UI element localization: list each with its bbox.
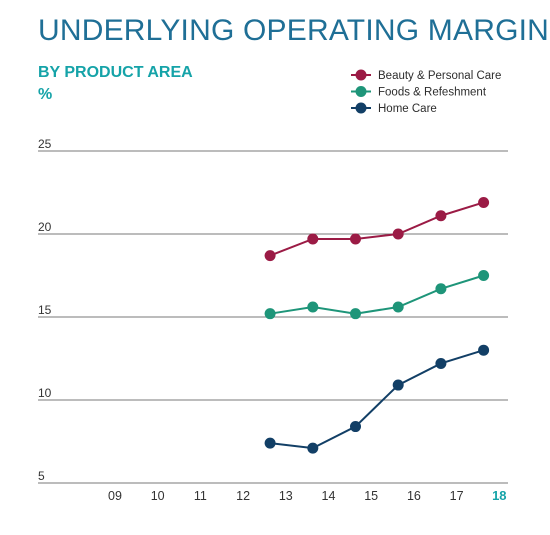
data-point bbox=[350, 308, 361, 320]
x-tick-label: 15 bbox=[364, 489, 378, 503]
data-point bbox=[264, 437, 276, 449]
y-tick-label: 25 bbox=[38, 137, 52, 151]
legend-label: Beauty & Personal Care bbox=[378, 70, 501, 82]
series-line-0 bbox=[269, 201, 484, 257]
x-tick-label: 17 bbox=[450, 489, 464, 503]
x-tick-label: 10 bbox=[151, 489, 165, 503]
data-point bbox=[264, 250, 276, 262]
x-tick-label: 12 bbox=[236, 489, 250, 503]
data-point bbox=[307, 301, 319, 313]
x-tick-label: 11 bbox=[194, 489, 207, 503]
data-point bbox=[350, 421, 361, 433]
legend-marker bbox=[355, 102, 367, 114]
data-point bbox=[392, 301, 404, 313]
legend-label: Foods & Refeshment bbox=[378, 87, 487, 99]
series-line-1 bbox=[269, 274, 484, 315]
x-tick-label: 09 bbox=[108, 489, 122, 503]
data-point bbox=[435, 210, 447, 222]
y-tick-label: 15 bbox=[38, 303, 52, 317]
data-point bbox=[392, 228, 404, 240]
legend-label: Home Care bbox=[378, 103, 437, 115]
data-point bbox=[392, 379, 404, 391]
y-tick-label: 20 bbox=[38, 220, 52, 234]
y-tick-label: 5 bbox=[38, 469, 45, 483]
data-point bbox=[478, 344, 490, 356]
chart-title: UNDERLYING OPERATING MARGIN bbox=[38, 14, 550, 47]
data-point bbox=[435, 357, 447, 369]
series-line-2 bbox=[269, 349, 484, 450]
data-point bbox=[307, 233, 319, 245]
x-tick-label: 18 bbox=[492, 488, 506, 503]
chart-subtitle: BY PRODUCT AREA bbox=[38, 64, 193, 81]
unit-label: % bbox=[38, 86, 53, 103]
data-point bbox=[350, 233, 361, 245]
legend-marker bbox=[355, 69, 367, 81]
legend-marker bbox=[355, 86, 367, 97]
data-point bbox=[478, 270, 490, 281]
x-tick-label: 14 bbox=[322, 489, 336, 503]
x-tick-label: 13 bbox=[279, 489, 293, 503]
data-point bbox=[478, 196, 490, 208]
data-point bbox=[307, 442, 319, 454]
y-tick-label: 10 bbox=[38, 386, 52, 400]
x-tick-label: 16 bbox=[407, 489, 421, 503]
data-point bbox=[264, 308, 276, 320]
data-point bbox=[435, 283, 447, 295]
